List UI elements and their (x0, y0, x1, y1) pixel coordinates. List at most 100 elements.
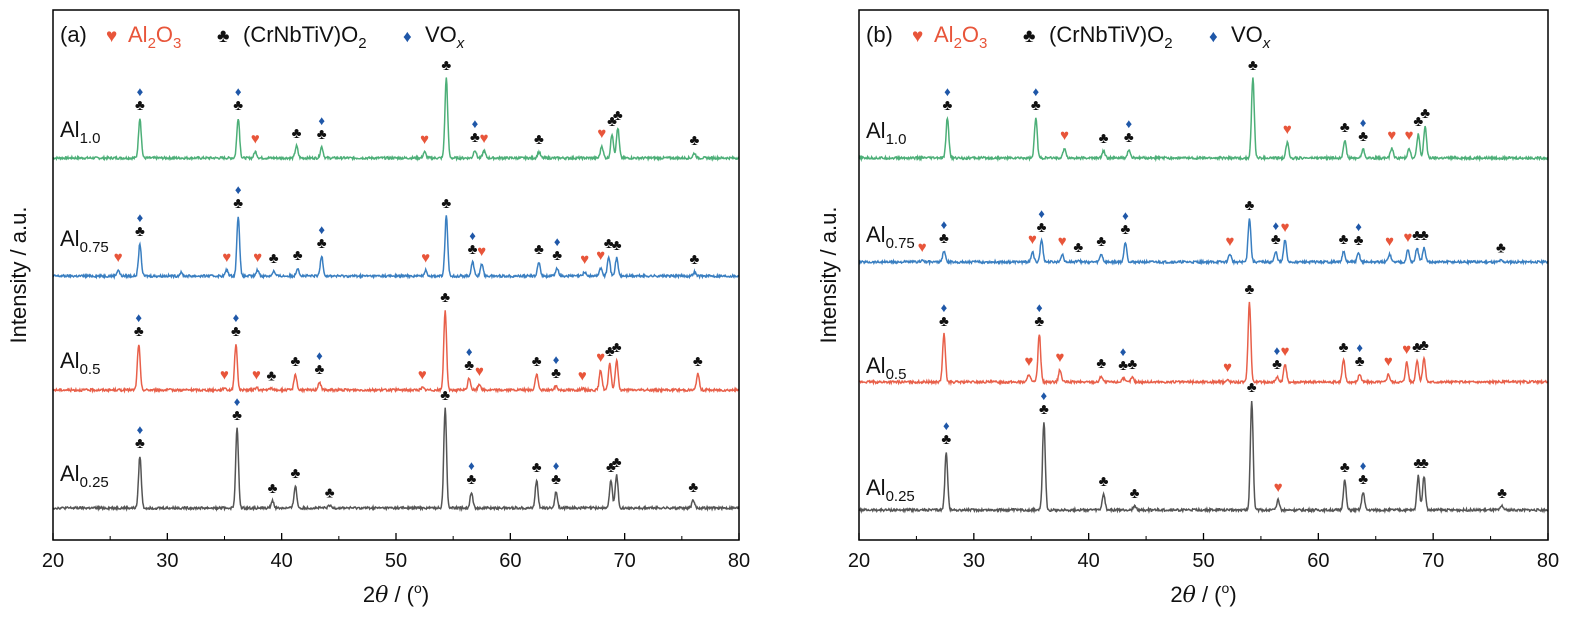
legend-al2o3: Al2O3 (128, 22, 181, 52)
club-marker: ♣ (689, 251, 699, 268)
club-marker: ♣ (534, 241, 544, 258)
trace-Al0-75 (858, 218, 1549, 267)
heart-marker: ♥ (420, 131, 429, 148)
x-tick-label: 70 (1422, 550, 1444, 572)
club-marker: ♣ (268, 480, 278, 497)
legend-diamond-icon: ♦ (403, 27, 412, 46)
club-marker: ♣ (551, 471, 561, 488)
legend-heart-icon: ♥ (106, 26, 117, 47)
diamond-marker: ♦ (944, 84, 951, 99)
legend-phase: (CrNbTiV)O2 (1049, 22, 1173, 52)
series-label: Al0.25 (866, 475, 915, 505)
club-marker: ♣ (612, 237, 622, 254)
trace-Al0-5 (858, 301, 1549, 387)
heart-marker: ♥ (580, 251, 589, 268)
club-marker: ♣ (612, 454, 622, 471)
heart-marker: ♥ (1223, 359, 1232, 376)
diamond-marker: ♦ (318, 222, 325, 237)
heart-marker: ♥ (1025, 353, 1034, 370)
club-marker: ♣ (552, 247, 562, 264)
x-tick-label: 50 (1192, 550, 1214, 572)
diamond-marker: ♦ (466, 344, 473, 359)
club-marker: ♣ (605, 343, 615, 360)
x-tick-label: 50 (385, 550, 407, 572)
club-marker: ♣ (688, 479, 698, 496)
heart-marker: ♥ (1387, 127, 1396, 144)
club-marker: ♣ (1039, 401, 1049, 418)
trace-Al0-5 (52, 310, 740, 394)
club-marker: ♣ (532, 459, 542, 476)
heart-marker: ♥ (1225, 233, 1234, 250)
diamond-marker: ♦ (233, 310, 240, 325)
heart-marker: ♥ (596, 247, 605, 264)
x-tick-label: 40 (271, 550, 293, 572)
diamond-marker: ♦ (137, 84, 144, 99)
plot-frame (858, 9, 1549, 541)
club-marker: ♣ (232, 407, 242, 424)
club-marker: ♣ (292, 125, 302, 142)
heart-marker: ♥ (597, 125, 606, 142)
club-marker: ♣ (1031, 97, 1041, 114)
club-marker: ♣ (269, 250, 279, 267)
legend-vox: VOx (1231, 22, 1271, 52)
club-marker: ♣ (534, 131, 544, 148)
legend-diamond-icon: ♦ (1209, 27, 1218, 46)
x-axis-label: 2θ / (o) (363, 580, 429, 608)
club-marker: ♣ (942, 97, 952, 114)
club-marker: ♣ (290, 353, 300, 370)
heart-marker: ♥ (1060, 127, 1069, 144)
heart-marker: ♥ (1058, 233, 1067, 250)
club-marker: ♣ (233, 97, 243, 114)
diamond-marker: ♦ (1360, 115, 1367, 130)
club-marker: ♣ (1413, 455, 1423, 472)
diamond-marker: ♦ (1120, 344, 1127, 359)
x-tick-label: 30 (963, 550, 985, 572)
club-marker: ♣ (606, 459, 616, 476)
diamond-marker: ♦ (234, 394, 241, 409)
club-marker: ♣ (607, 113, 617, 130)
club-marker: ♣ (1412, 227, 1422, 244)
club-marker: ♣ (613, 107, 623, 124)
panel-label: (b) (866, 22, 893, 47)
x-tick-label: 80 (1537, 550, 1559, 572)
diamond-marker: ♦ (943, 418, 950, 433)
club-marker: ♣ (440, 289, 450, 306)
heart-marker: ♥ (1056, 349, 1065, 366)
heart-marker: ♥ (114, 249, 123, 266)
club-marker: ♣ (1245, 281, 1255, 298)
x-tick-label: 60 (1307, 550, 1329, 572)
club-marker: ♣ (689, 132, 699, 149)
heart-marker: ♥ (918, 239, 927, 256)
club-marker: ♣ (135, 97, 145, 114)
diamond-marker: ♦ (1274, 343, 1281, 358)
diamond-marker: ♦ (1356, 340, 1363, 355)
club-marker: ♣ (1127, 356, 1137, 373)
club-marker: ♣ (551, 365, 561, 382)
club-marker: ♣ (1496, 239, 1506, 256)
heart-marker: ♥ (578, 367, 587, 384)
club-marker: ♣ (317, 126, 327, 143)
series-label: Al1.0 (866, 118, 906, 148)
club-marker: ♣ (1340, 459, 1350, 476)
trace-Al1-0 (858, 77, 1549, 163)
heart-marker: ♥ (1028, 231, 1037, 248)
diamond-marker: ♦ (1355, 219, 1362, 234)
diamond-marker: ♦ (1273, 218, 1280, 233)
club-marker: ♣ (941, 431, 951, 448)
club-marker: ♣ (1339, 231, 1349, 248)
club-marker: ♣ (1272, 356, 1282, 373)
diamond-marker: ♦ (235, 182, 242, 197)
heart-marker: ♥ (1274, 479, 1283, 496)
heart-marker: ♥ (1385, 233, 1394, 250)
club-marker: ♣ (1412, 339, 1422, 356)
diamond-marker: ♦ (1122, 208, 1129, 223)
diamond-marker: ♦ (318, 113, 325, 128)
club-marker: ♣ (1248, 57, 1258, 74)
club-marker: ♣ (1497, 485, 1507, 502)
series-label: Al1.0 (60, 117, 100, 147)
panel-a: ♣♦♣♦♥ ♣ ♣♦♥♣♣♦♥ ♣ ♥♣♣♣Al1.0♥♣♦♥♣♦♥ ♣ ♣♣♦♥♣♣♦♥ ♣… (6, 9, 750, 608)
legend-club-icon: ♣ (217, 26, 229, 47)
heart-marker: ♥ (251, 131, 260, 148)
club-marker: ♣ (1037, 219, 1047, 236)
